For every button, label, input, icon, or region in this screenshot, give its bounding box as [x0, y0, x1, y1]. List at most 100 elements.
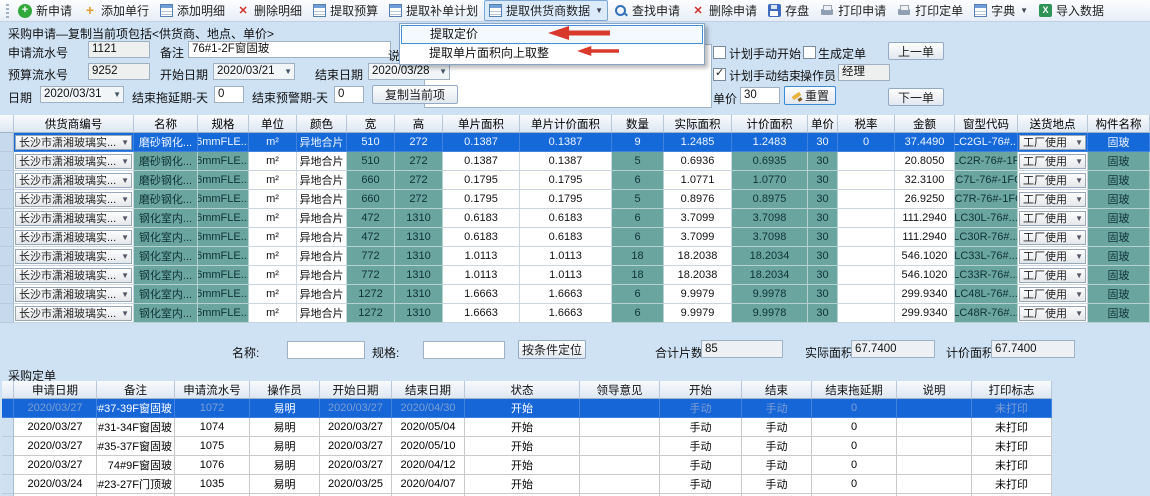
detail-cell[interactable]: 工厂使用 ▼ — [1018, 190, 1088, 209]
detail-cell[interactable]: 30 — [808, 266, 838, 285]
detail-cell[interactable]: 工厂使用 ▼ — [1018, 247, 1088, 266]
detail-cell[interactable]: 磨砂钢化... — [134, 133, 198, 152]
detail-cell[interactable]: 6 — [612, 228, 664, 247]
toolbar-button-extract-supplier-data[interactable]: 提取供货商数据 ▼ — [484, 0, 609, 21]
detail-cell[interactable]: 钢化室内... — [134, 247, 198, 266]
detail-cell[interactable]: 272 — [395, 171, 443, 190]
detail-cell[interactable]: 固玻 — [1088, 304, 1150, 323]
detail-cell[interactable]: 660 — [347, 190, 395, 209]
detail-cell[interactable]: 异地合片 — [297, 247, 347, 266]
detail-cell[interactable]: LC2GL-76#... — [955, 133, 1018, 152]
unit-price-input[interactable]: 30 — [740, 87, 780, 104]
orders-cell[interactable]: 2020/05/04 — [392, 418, 465, 437]
detail-cell[interactable]: 30 — [808, 209, 838, 228]
detail-cell[interactable]: LC33R-76#... — [955, 266, 1018, 285]
toolbar-button-print-request[interactable]: 打印申请 — [815, 0, 891, 21]
detail-cell[interactable]: 26.9250 — [895, 190, 955, 209]
detail-cell[interactable]: 磨砂钢化... — [134, 171, 198, 190]
detail-cell[interactable] — [838, 171, 895, 190]
detail-cell[interactable]: m² — [249, 247, 297, 266]
detail-cell[interactable]: m² — [249, 152, 297, 171]
orders-cell[interactable]: 易明 — [250, 418, 320, 437]
orders-cell[interactable]: 89#37-39F窗固玻 — [97, 399, 175, 418]
detail-cell[interactable]: 30 — [808, 171, 838, 190]
orders-cell[interactable]: 2020/03/25 — [320, 475, 392, 494]
detail-cell[interactable]: 工厂使用 ▼ — [1018, 171, 1088, 190]
orders-cell[interactable]: 2020/04/07 — [392, 475, 465, 494]
detail-cell[interactable]: 9.9979 — [664, 304, 732, 323]
detail-cell[interactable]: 18 — [612, 266, 664, 285]
detail-cell[interactable]: 30 — [808, 190, 838, 209]
detail-cell[interactable]: 0.6935 — [732, 152, 808, 171]
detail-cell[interactable]: 6mmFLE... — [198, 247, 249, 266]
detail-cell[interactable]: 工厂使用 ▼ — [1018, 266, 1088, 285]
copy-current-button[interactable]: 复制当前项 — [372, 85, 458, 104]
next-order-button[interactable]: 下一单 — [888, 88, 944, 106]
detail-cell[interactable]: 1272 — [347, 304, 395, 323]
orders-cell[interactable]: 87#31-34F窗固玻 — [97, 418, 175, 437]
toolbar-button-delete-detail[interactable]: ✕ 删除明细 — [231, 0, 307, 21]
detail-cell[interactable]: LC30L-76#... — [955, 209, 1018, 228]
detail-cell[interactable]: 0.1795 — [520, 190, 612, 209]
toolbar-button-delete-request[interactable]: ✕ 删除申请 — [686, 0, 762, 21]
orders-cell[interactable]: 0 — [812, 437, 897, 456]
name-filter-input[interactable] — [287, 341, 365, 359]
detail-cell[interactable]: 37.4490 — [895, 133, 955, 152]
detail-cell[interactable]: LC7L-76#-1FO — [955, 171, 1018, 190]
detail-cell[interactable]: 0.6183 — [520, 209, 612, 228]
orders-cell[interactable] — [897, 418, 972, 437]
detail-cell[interactable]: 工厂使用 ▼ — [1018, 152, 1088, 171]
orders-cell[interactable]: 易明 — [250, 399, 320, 418]
orders-cell[interactable]: 1075 — [175, 437, 250, 456]
detail-cell[interactable]: 1310 — [395, 266, 443, 285]
remark-input[interactable]: 76#1-2F窗固玻 — [188, 41, 391, 58]
detail-cell[interactable]: 1.6663 — [520, 285, 612, 304]
detail-cell[interactable]: 1310 — [395, 304, 443, 323]
orders-cell[interactable]: 1076 — [175, 456, 250, 475]
orders-cell[interactable]: 0 — [812, 399, 897, 418]
orders-cell[interactable]: 2020/03/27 — [14, 437, 97, 456]
detail-cell[interactable]: 546.1020 — [895, 266, 955, 285]
detail-cell[interactable]: 772 — [347, 247, 395, 266]
detail-cell[interactable]: 111.2940 — [895, 209, 955, 228]
detail-cell[interactable]: 固玻 — [1088, 228, 1150, 247]
detail-cell[interactable]: 1310 — [395, 209, 443, 228]
detail-cell[interactable]: m² — [249, 285, 297, 304]
detail-cell[interactable]: 5 — [612, 152, 664, 171]
toolbar-button-add-detail[interactable]: 添加明细 — [155, 0, 230, 21]
detail-cell[interactable]: 异地合片 — [297, 209, 347, 228]
supplier-combo[interactable]: 长沙市潇湘玻璃实... ▼ — [15, 267, 132, 283]
detail-cell[interactable]: m² — [249, 228, 297, 247]
orders-cell[interactable]: 开始 — [465, 437, 580, 456]
spec-filter-input[interactable] — [423, 341, 505, 359]
toolbar-button-dictionary[interactable]: 字典 ▼ — [969, 0, 1033, 21]
table-row[interactable]: 长沙市潇湘玻璃实... ▼ 钢化室内... 6mmFLE... m² 异地合片 772 131… — [0, 266, 1150, 285]
toolbar-button-extract-supplement-plan[interactable]: 提取补单计划 — [384, 0, 483, 21]
detail-cell[interactable]: LC48R-76#... — [955, 304, 1018, 323]
detail-cell[interactable]: 6mmFLE... — [198, 228, 249, 247]
detail-cell[interactable]: 1.0113 — [443, 247, 520, 266]
detail-cell[interactable]: 5 — [612, 190, 664, 209]
request-no-field[interactable]: 1121 — [88, 41, 150, 58]
detail-cell[interactable]: 3.7098 — [732, 228, 808, 247]
detail-cell[interactable]: 0 — [838, 133, 895, 152]
detail-cell[interactable]: 30 — [808, 152, 838, 171]
detail-cell[interactable]: 0.1387 — [443, 133, 520, 152]
detail-cell[interactable]: LC33L-76#... — [955, 247, 1018, 266]
orders-cell[interactable]: 开始 — [465, 399, 580, 418]
orders-cell[interactable]: 手动 — [742, 456, 812, 475]
detail-cell[interactable]: m² — [249, 266, 297, 285]
detail-cell[interactable]: 固玻 — [1088, 171, 1150, 190]
orders-cell[interactable]: 2020/03/27 — [320, 399, 392, 418]
orders-cell[interactable] — [580, 418, 660, 437]
detail-cell[interactable]: 32.3100 — [895, 171, 955, 190]
table-row[interactable]: 2020/03/2788#35-37F窗固玻1075易明2020/03/2720… — [2, 437, 1052, 456]
manual-end-checkbox[interactable] — [713, 66, 726, 81]
detail-cell[interactable]: 30 — [808, 304, 838, 323]
orders-cell[interactable]: 手动 — [660, 437, 742, 456]
orders-cell[interactable]: 易明 — [250, 456, 320, 475]
table-row[interactable]: 长沙市潇湘玻璃实... ▼ 钢化室内... 6mmFLE... m² 异地合片 1272 13… — [0, 285, 1150, 304]
detail-cell[interactable]: 1310 — [395, 285, 443, 304]
orders-cell[interactable]: 手动 — [742, 475, 812, 494]
detail-cell[interactable]: m² — [249, 209, 297, 228]
